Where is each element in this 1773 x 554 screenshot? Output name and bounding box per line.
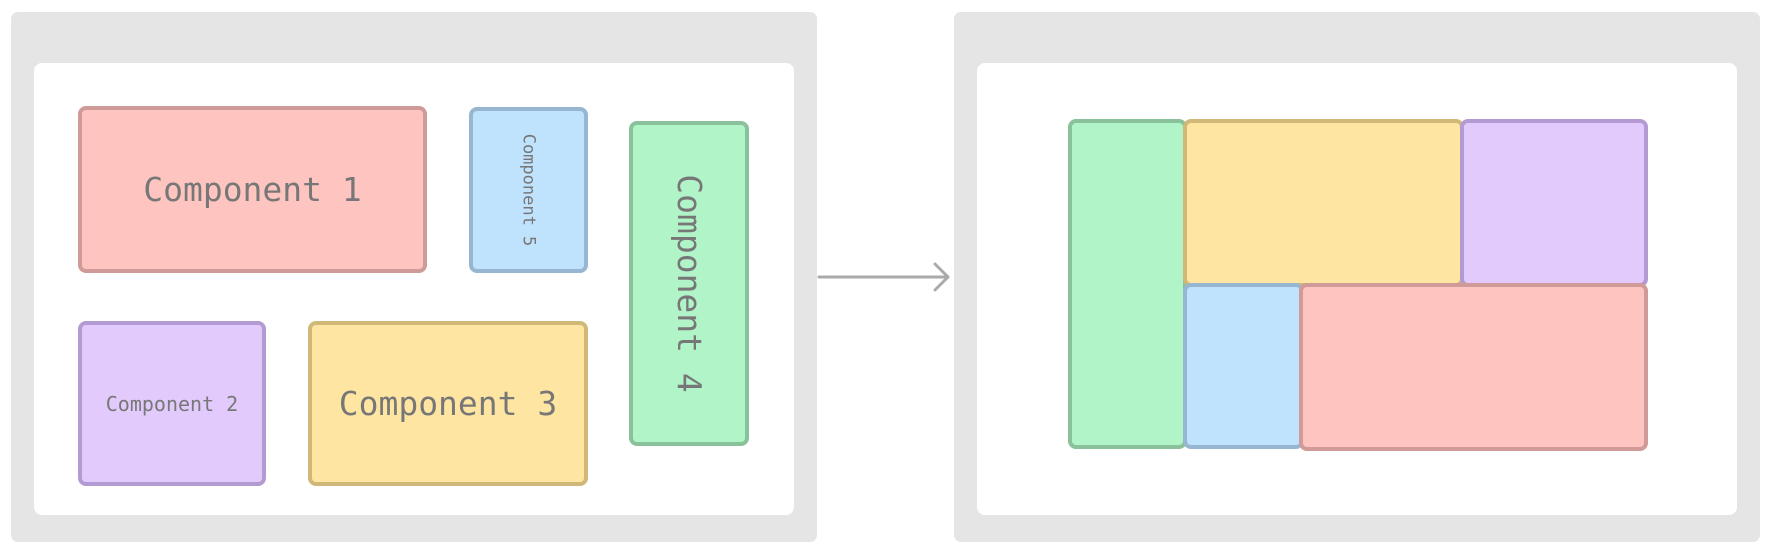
packed-component-5[interactable] bbox=[1183, 283, 1304, 449]
packed-component-2[interactable] bbox=[1460, 119, 1648, 287]
before-canvas: Component 1 Component 5 Component 4 Comp… bbox=[34, 63, 794, 515]
component-1-label: Component 1 bbox=[143, 170, 362, 209]
packed-component-3[interactable] bbox=[1183, 119, 1464, 287]
packed-component-1[interactable] bbox=[1299, 283, 1648, 451]
after-panel bbox=[954, 12, 1760, 542]
component-2[interactable]: Component 2 bbox=[78, 321, 266, 486]
component-2-label: Component 2 bbox=[105, 391, 239, 416]
component-3[interactable]: Component 3 bbox=[308, 321, 588, 486]
component-4[interactable]: Component 4 bbox=[629, 121, 749, 446]
component-5[interactable]: Component 5 bbox=[469, 107, 588, 273]
before-panel: Component 1 Component 5 Component 4 Comp… bbox=[11, 12, 817, 542]
arrow-right-icon bbox=[817, 262, 950, 292]
after-canvas bbox=[977, 63, 1737, 515]
component-5-label: Component 5 bbox=[518, 133, 539, 247]
component-1[interactable]: Component 1 bbox=[78, 106, 427, 273]
packed-component-4[interactable] bbox=[1068, 119, 1187, 449]
component-3-label: Component 3 bbox=[338, 384, 558, 423]
component-4-label: Component 4 bbox=[669, 174, 709, 393]
